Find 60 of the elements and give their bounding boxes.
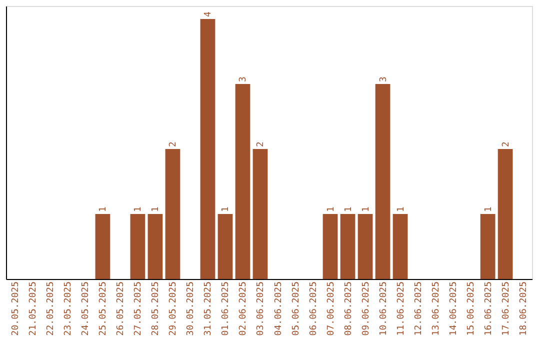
x-tick-label: 17.06.2025	[501, 282, 512, 336]
bar	[218, 214, 233, 279]
data-label: 1	[326, 206, 336, 212]
data-label: 1	[98, 206, 109, 212]
bar	[165, 149, 180, 279]
x-tick-label: 01.06.2025	[221, 282, 232, 336]
x-tick-label: 25.05.2025	[98, 282, 109, 336]
bar	[498, 149, 513, 279]
x-tick-label: 04.06.2025	[274, 282, 284, 336]
x-tick-label: 23.05.2025	[64, 282, 74, 336]
x-tick-label: 10.06.2025	[378, 282, 389, 336]
x-tick-label: 22.05.2025	[46, 282, 56, 336]
x-tick-label: 20.05.2025	[11, 282, 22, 336]
x-tick-label: 14.06.2025	[448, 282, 459, 336]
bar	[392, 214, 408, 279]
data-label: 4	[204, 12, 214, 17]
x-tick-label: 27.05.2025	[134, 282, 144, 336]
data-label: 1	[134, 206, 144, 212]
bar	[322, 214, 338, 279]
data-label: 1	[396, 206, 406, 212]
x-tick-label: 21.05.2025	[28, 282, 39, 336]
data-label: 3	[238, 76, 249, 82]
bar	[235, 84, 250, 279]
x-tick-label: 28.05.2025	[151, 282, 162, 336]
data-label: 2	[168, 142, 179, 147]
data-label: 1	[484, 206, 494, 212]
x-tick-label: 08.06.2025	[344, 282, 354, 336]
bar	[375, 84, 390, 279]
data-label: 2	[501, 142, 512, 147]
data-label: 1	[361, 206, 372, 212]
data-label: 2	[256, 142, 266, 147]
x-tick-label: 07.06.2025	[326, 282, 336, 336]
x-tick-label: 15.06.2025	[466, 282, 476, 336]
x-tick-label: 31.05.2025	[204, 282, 214, 336]
data-label: 3	[378, 76, 389, 82]
data-label: 1	[344, 206, 354, 212]
bar	[200, 19, 216, 279]
data-label: 1	[151, 206, 162, 212]
x-tick-label: 02.06.2025	[238, 282, 249, 336]
x-tick-label: 26.05.2025	[116, 282, 126, 336]
x-tick-label: 24.05.2025	[81, 282, 92, 336]
x-tick-label: 03.06.2025	[256, 282, 266, 336]
x-tick-label: 11.06.2025	[396, 282, 406, 336]
bar	[358, 214, 373, 279]
x-tick-label: 30.05.2025	[186, 282, 196, 336]
bar	[480, 214, 496, 279]
data-label: 1	[221, 206, 232, 212]
bar	[95, 214, 110, 279]
x-tick-label: 29.05.2025	[168, 282, 179, 336]
x-tick-label: 16.06.2025	[484, 282, 494, 336]
bar	[252, 149, 268, 279]
x-tick-label: 06.06.2025	[308, 282, 319, 336]
x-tick-label: 09.06.2025	[361, 282, 372, 336]
x-tick-label: 13.06.2025	[431, 282, 442, 336]
bar	[340, 214, 356, 279]
bar	[130, 214, 146, 279]
bar	[148, 214, 163, 279]
x-tick-label: 05.06.2025	[291, 282, 302, 336]
x-tick-label: 18.06.2025	[518, 282, 529, 336]
x-tick-label: 12.06.2025	[414, 282, 424, 336]
